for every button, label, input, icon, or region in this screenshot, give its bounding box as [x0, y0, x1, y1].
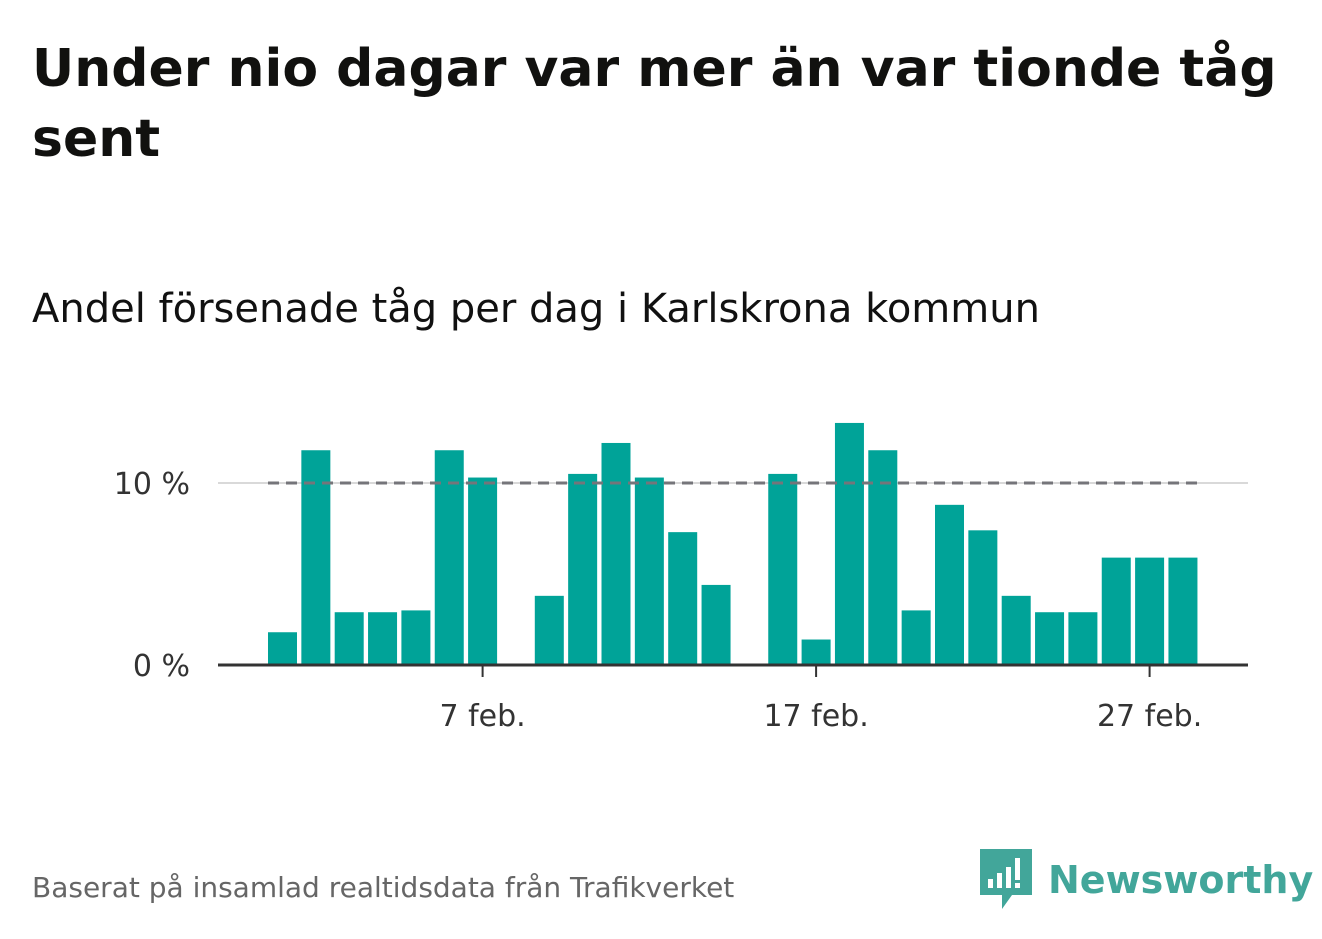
bar	[801, 639, 831, 665]
bar	[568, 473, 598, 665]
bar	[1068, 612, 1098, 665]
bar	[668, 532, 698, 665]
bar	[334, 612, 364, 665]
x-tick-label: 7 feb.	[439, 699, 525, 734]
bar	[468, 477, 498, 665]
bar	[701, 584, 731, 665]
bar	[534, 595, 564, 665]
brand-name: Newsworthy	[1048, 858, 1314, 902]
bar	[368, 612, 398, 665]
source-note: Baserat på insamlad realtidsdata från Tr…	[32, 871, 735, 904]
bar	[1101, 557, 1131, 665]
brand-logo: Newsworthy	[980, 848, 1313, 912]
bar	[935, 504, 964, 665]
chart-title: Under nio dagar var mer än var tionde tå…	[32, 39, 1277, 169]
newsworthy-logo-icon	[980, 849, 1032, 909]
y-tick-label: 0 %	[133, 649, 190, 684]
bar	[401, 610, 431, 665]
x-tick-label: 27 feb.	[1097, 699, 1202, 734]
bar	[901, 610, 931, 665]
bar	[1035, 612, 1065, 665]
bar	[968, 530, 998, 665]
bar	[868, 450, 898, 665]
bar	[1168, 557, 1198, 665]
bar	[1135, 557, 1165, 665]
bar	[268, 632, 297, 665]
bar	[768, 473, 798, 665]
bar	[601, 442, 631, 665]
bar	[434, 450, 464, 665]
bar	[1001, 595, 1031, 665]
bar	[634, 477, 664, 665]
chart-subtitle: Andel försenade tåg per dag i Karlskrona…	[32, 286, 1040, 332]
x-tick-label: 17 feb.	[763, 699, 868, 734]
bar	[301, 450, 331, 665]
y-tick-label: 10 %	[114, 467, 190, 502]
bar	[834, 422, 864, 665]
